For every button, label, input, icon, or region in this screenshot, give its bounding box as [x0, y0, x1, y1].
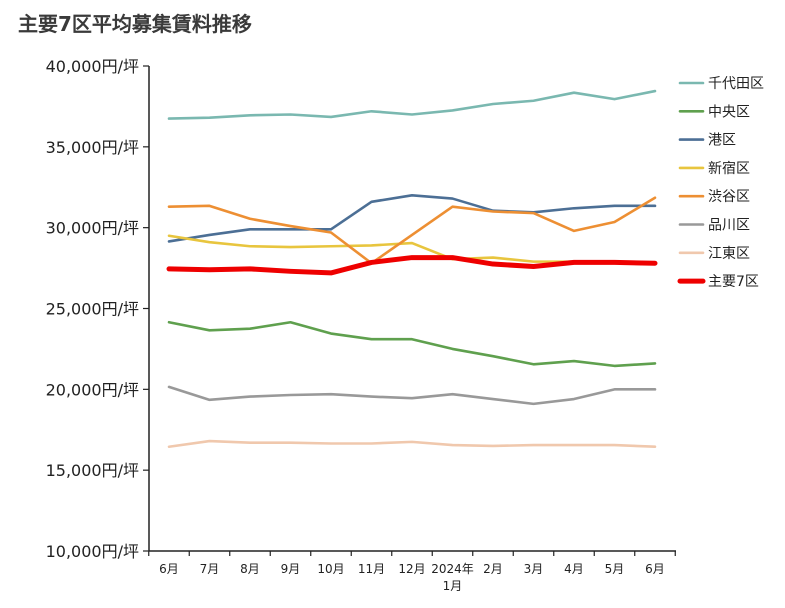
x-tick-label: 3月: [524, 562, 544, 576]
y-tick-label: 40,000円/坪: [46, 57, 139, 76]
legend-label: 新宿区: [708, 160, 750, 177]
legend-label: 品川区: [708, 218, 750, 234]
y-tick-label: 30,000円/坪: [46, 219, 139, 238]
series-line-1: [167, 89, 657, 120]
series-line-3: [167, 194, 657, 243]
x-tick-label: 2024年 1月: [431, 562, 474, 593]
y-tick-label: 25,000円/坪: [46, 300, 139, 319]
legend-label: 渋谷区: [708, 189, 750, 205]
x-tick-label: 5月: [605, 562, 625, 576]
chart-title: 主要7区平均募集賃料推移: [18, 12, 252, 36]
y-tick-label: 35,000円/坪: [46, 138, 139, 157]
x-tick-label: 10月: [317, 562, 344, 576]
series-line-7: [167, 439, 657, 449]
legend-label: 千代田区: [708, 76, 764, 92]
legend-label: 江東区: [708, 246, 750, 262]
x-tick-label: 2月: [483, 562, 503, 576]
series-line-5: [167, 196, 657, 265]
y-tick-label: 10,000円/坪: [46, 542, 139, 561]
x-tick-label: 12月: [398, 562, 425, 576]
x-tick-label: 7月: [200, 562, 220, 576]
x-tick-label: 8月: [240, 562, 260, 576]
legend-label: 主要7区: [708, 274, 759, 290]
x-tick-label: 6月: [645, 562, 665, 576]
series-line-2: [167, 320, 657, 368]
legend-label: 港区: [708, 133, 736, 149]
x-tick-label: 9月: [281, 562, 301, 576]
x-tick-label: 11月: [358, 562, 385, 576]
series-line-6: [167, 385, 657, 406]
y-tick-label: 15,000円/坪: [46, 461, 139, 480]
legend-label: 中央区: [708, 104, 750, 120]
x-tick-label: 4月: [564, 562, 584, 576]
y-tick-label: 20,000円/坪: [46, 380, 139, 399]
x-tick-label: 6月: [159, 562, 179, 576]
series-line-8: [166, 255, 658, 276]
